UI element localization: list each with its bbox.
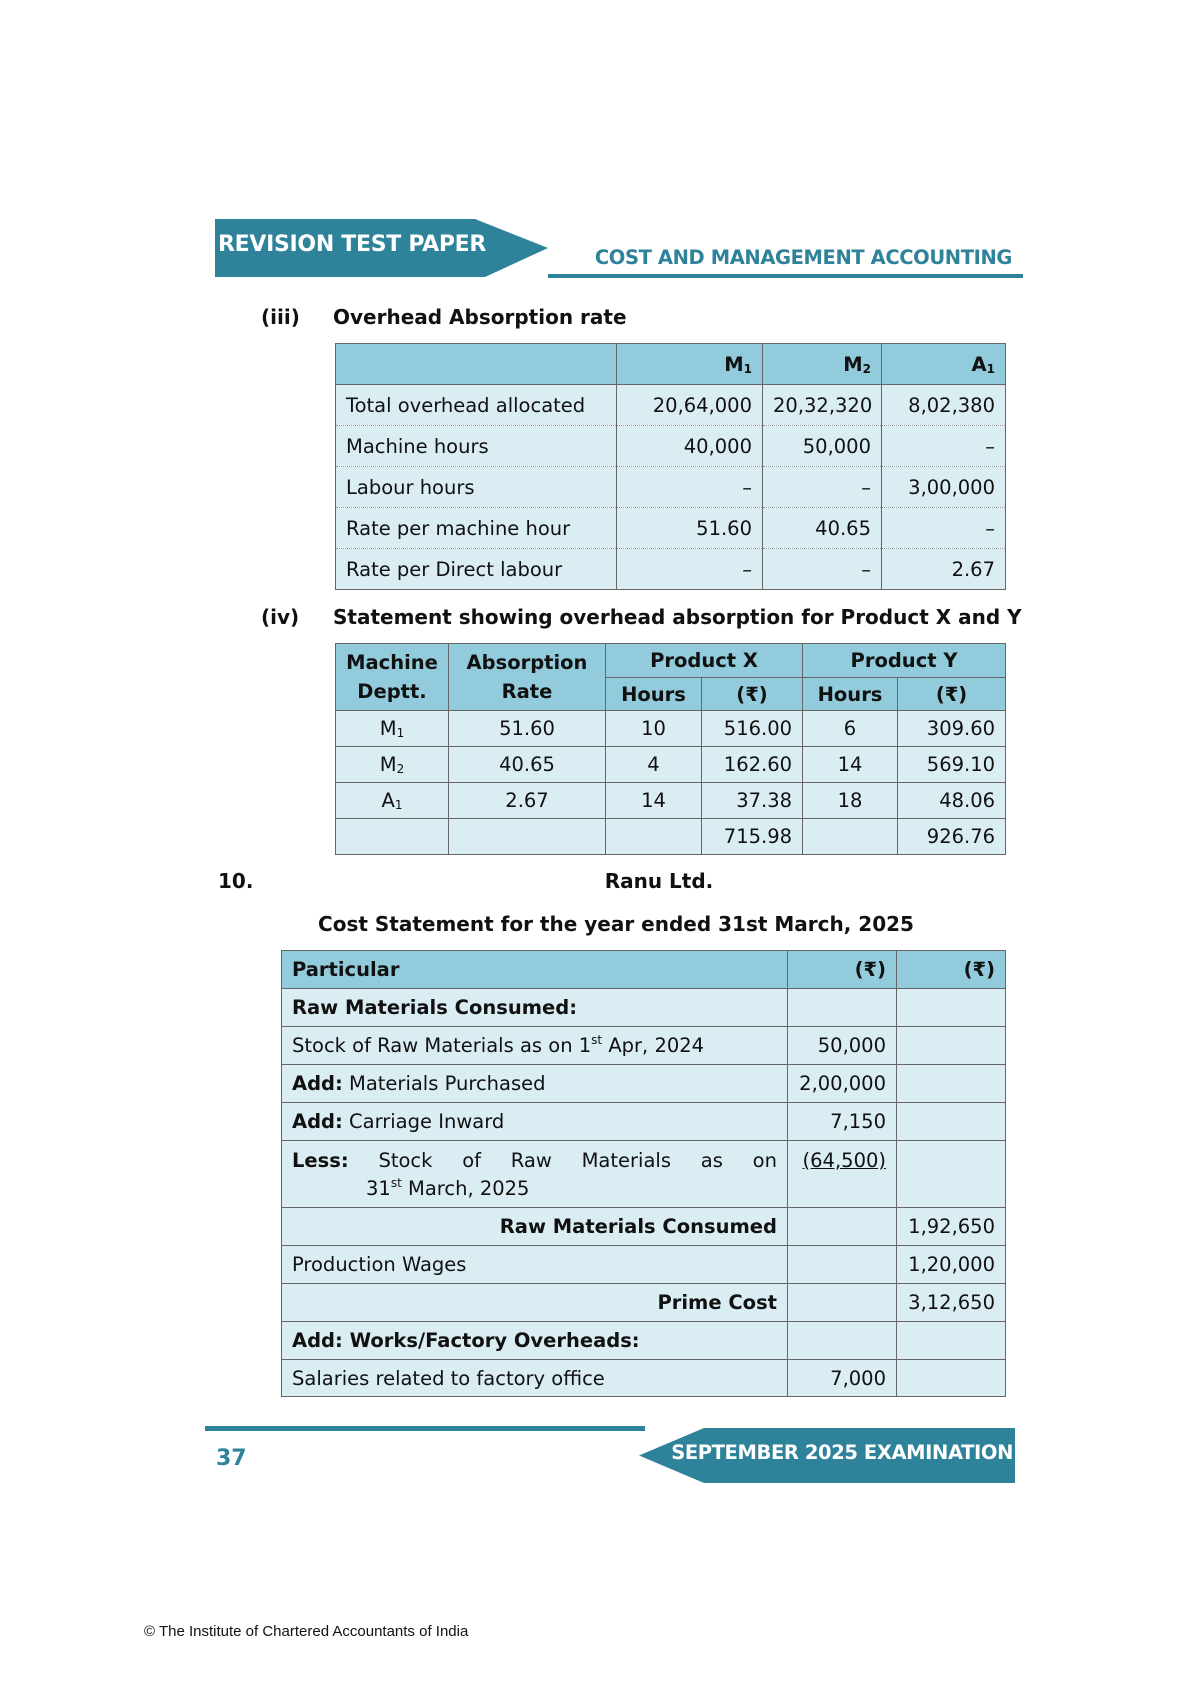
- table-row: A1 2.67 14 37.38 18 48.06: [335, 782, 1007, 819]
- footer-exam: SEPTEMBER 2025 EXAMINATION: [671, 1441, 1013, 1464]
- page-number: 37: [216, 1446, 247, 1471]
- company-name: Ranu Ltd.: [604, 869, 714, 893]
- footer-ribbon: SEPTEMBER 2025 EXAMINATION: [639, 1428, 1015, 1483]
- table-row: M2 40.65 4 162.60 14 569.10: [335, 746, 1007, 783]
- section-iv-title: Statement showing overhead absorption fo…: [333, 605, 1022, 629]
- col-amount-1: (₹): [787, 950, 897, 989]
- table-row: Machine hours 40,000 50,000–: [335, 425, 1006, 467]
- totals-row: 715.98 926.76: [335, 818, 1007, 855]
- table-row: Production Wages 1,20,000: [281, 1245, 1006, 1284]
- table-row: Add: Works/Factory Overheads:: [281, 1321, 1006, 1360]
- cost-statement-table: Particular (₹) (₹) Raw Materials Consumed:…: [281, 950, 1006, 1397]
- table-row: Add: Carriage Inward 7,150: [281, 1102, 1006, 1141]
- table-row: Rate per machine hour 51.60 40.65–: [335, 507, 1006, 549]
- col-y-hours: Hours: [802, 677, 899, 711]
- table-row: M1 51.60 10 516.00 6 309.60: [335, 710, 1007, 747]
- section-iv-number: (iv): [261, 605, 300, 629]
- col-amount-2: (₹): [896, 950, 1006, 989]
- table-row: Add: Materials Purchased 2,00,000: [281, 1064, 1006, 1103]
- statement-title: Cost Statement for the year ended 31st M…: [318, 912, 914, 936]
- overhead-rate-table: M1 M2 A1 Total overhead allocated 20,64,0…: [335, 343, 1006, 590]
- table-row: Less: Stock of Raw Materials as on 31st March,…: [281, 1140, 1006, 1208]
- col-product-y: Product Y: [802, 643, 1007, 678]
- col-a1: A1: [881, 343, 1006, 385]
- col-particular: Particular: [281, 950, 788, 989]
- section-iii-title: Overhead Absorption rate: [333, 305, 627, 329]
- col-x-amount: (₹): [700, 677, 804, 711]
- table-header-row: M1 M2 A1: [335, 343, 1006, 385]
- col-m2: M2: [762, 343, 882, 385]
- header-right-title: COST AND MANAGEMENT ACCOUNTING: [594, 246, 1013, 269]
- copyright: © The Institute of Chartered Accountants…: [144, 1623, 469, 1640]
- col-absorption-rate: Absorption Rate: [448, 643, 606, 711]
- table-row: Raw Materials Consumed 1,92,650: [281, 1207, 1006, 1246]
- col-x-hours: Hours: [605, 677, 702, 711]
- table-row: Rate per Direct labour – –2.67: [335, 548, 1006, 590]
- table-row: Total overhead allocated 20,64,000 20,32,3…: [335, 384, 1006, 426]
- table-row: Raw Materials Consumed:: [281, 988, 1006, 1027]
- footer-divider: [205, 1426, 645, 1431]
- table-row: Labour hours – –3,00,000: [335, 466, 1006, 508]
- col-y-amount: (₹): [897, 677, 1007, 711]
- table-row: Stock of Raw Materials as on 1st Apr, 20…: [281, 1026, 1006, 1065]
- table-row: Salaries related to factory office 7,000: [281, 1359, 1006, 1397]
- header-divider: [548, 274, 1023, 278]
- absorption-statement-table: Machine Deptt. Absorption Rate Product X P…: [335, 643, 1007, 855]
- section-iii-number: (iii): [261, 305, 300, 329]
- table-row: Prime Cost 3,12,650: [281, 1283, 1006, 1322]
- question-number: 10.: [218, 869, 254, 893]
- col-product-x: Product X: [604, 643, 804, 678]
- col-machine-deptt: Machine Deptt.: [335, 643, 449, 711]
- col-m1: M1: [616, 343, 763, 385]
- header-ribbon: REVISION TEST PAPER: [215, 219, 548, 277]
- header-left-title: REVISION TEST PAPER: [218, 232, 487, 257]
